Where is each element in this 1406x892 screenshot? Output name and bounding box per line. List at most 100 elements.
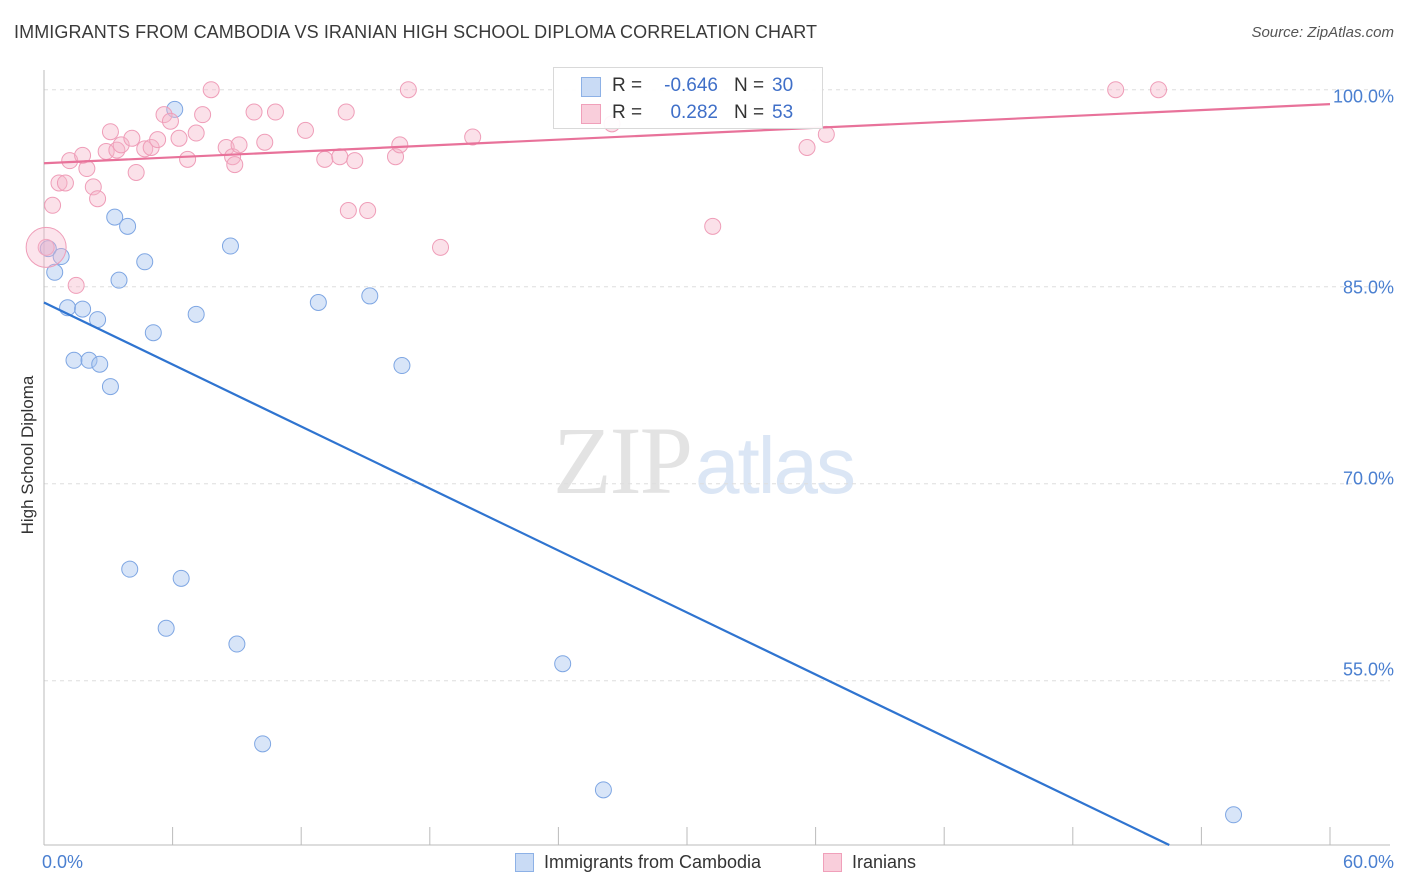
point-iranians-29 — [226, 156, 244, 174]
point-iranians-18 — [149, 131, 167, 149]
point-iranians-16 — [136, 140, 154, 158]
x-tick-label-max: 60.0% — [1342, 852, 1394, 872]
point-iranians-50 — [1150, 81, 1168, 99]
y-tick-label-55: 55.0% — [1342, 659, 1394, 680]
legend-r-value: 0.282 — [670, 102, 718, 123]
point-iranians-46 — [704, 217, 722, 235]
point-cambodia-4 — [74, 300, 92, 318]
point-cambodia-22 — [172, 569, 190, 587]
legend-label-cambodia: Immigrants from Cambodia — [544, 852, 762, 872]
point-iranians-39 — [359, 202, 377, 220]
legend-n-value: 30 — [772, 75, 794, 96]
point-iranians-0 — [37, 238, 55, 256]
point-iranians-42 — [399, 81, 417, 99]
point-iranians-37 — [346, 152, 364, 170]
legend-swatch-cambodia — [581, 77, 601, 97]
point-cambodia-27 — [594, 781, 612, 799]
legend-swatch-iranians — [823, 853, 842, 872]
point-cambodia-16 — [187, 305, 205, 323]
legend-r-label: R = — [612, 102, 643, 123]
point-iranians-20 — [161, 112, 179, 130]
trend-layer — [43, 103, 1331, 846]
legend-swatch-iranians — [581, 104, 601, 124]
point-iranians-3 — [56, 174, 74, 192]
legend-item-cambodia[interactable]: Immigrants from Cambodia — [515, 852, 761, 873]
point-iranians-14 — [123, 129, 141, 147]
point-cambodia-17 — [221, 237, 239, 255]
point-cambodia-23 — [157, 619, 175, 637]
legend-row-iranians: R = 0.282 N = 53 — [554, 101, 822, 125]
point-iranians-2 — [50, 174, 68, 192]
point-iranians-6 — [74, 146, 92, 164]
legend-n-label: N = — [734, 75, 765, 96]
legend-n-label: N = — [734, 102, 765, 123]
trend-line-iranians — [43, 103, 1331, 165]
point-iranians-15 — [127, 163, 145, 181]
point-iranians-13 — [112, 136, 130, 154]
point-cambodia-26 — [554, 655, 572, 673]
point-iranians-47 — [798, 139, 816, 156]
watermark-zip: ZIP — [553, 407, 693, 514]
point-iranians-32 — [266, 103, 284, 121]
watermark: ZIPatlas — [553, 405, 856, 516]
point-cambodia-11 — [119, 217, 137, 235]
point-cambodia-13 — [136, 253, 154, 271]
legend-swatch-cambodia — [515, 853, 534, 872]
y-axis-label: High School Diploma — [18, 375, 37, 535]
point-iranians-28 — [230, 136, 248, 154]
point-cambodia-12 — [110, 271, 128, 289]
point-iranians-41 — [391, 136, 409, 154]
point-iranians-33 — [296, 121, 314, 139]
point-iranians-44 — [464, 128, 482, 146]
point-iranians-43 — [432, 238, 450, 256]
point-iranians-49 — [1107, 81, 1125, 99]
y-tick-label-70: 70.0% — [1342, 468, 1394, 489]
legend-row-cambodia: R = -0.646 N = 30 — [554, 74, 822, 98]
point-cambodia-25 — [254, 735, 272, 753]
chart-title: IMMIGRANTS FROM CAMBODIA VS IRANIAN HIGH… — [14, 22, 818, 42]
point-iranians-31 — [256, 133, 274, 151]
point-cambodia-20 — [393, 357, 411, 375]
point-iranians-11 — [101, 123, 119, 141]
point-iranians-25 — [202, 81, 220, 99]
point-cambodia-18 — [309, 294, 327, 311]
correlation-legend: R = -0.646 N = 30 R = 0.282 N = 53 — [553, 67, 823, 129]
point-cambodia-8 — [91, 355, 109, 373]
legend-r-label: R = — [612, 75, 643, 96]
point-cambodia-28 — [1225, 806, 1243, 824]
y-tick-label-100: 100.0% — [1332, 86, 1394, 107]
source-credit: Source: ZipAtlas.com — [1251, 24, 1394, 41]
legend-n-value: 53 — [772, 102, 794, 123]
point-iranians-1 — [44, 196, 62, 214]
point-cambodia-14 — [144, 324, 162, 342]
point-iranians-9 — [89, 190, 107, 208]
point-iranians-34 — [316, 150, 334, 168]
point-cambodia-10 — [106, 208, 124, 226]
watermark-atlas: atlas — [695, 421, 856, 510]
point-iranians-large — [25, 226, 67, 268]
point-cambodia-7 — [80, 351, 98, 369]
point-iranians-24 — [194, 106, 212, 124]
trend-line-cambodia — [43, 301, 1170, 846]
point-cambodia-19 — [361, 287, 379, 305]
points-layer — [25, 81, 1243, 824]
point-iranians-30 — [245, 103, 263, 121]
point-iranians-38 — [339, 202, 357, 220]
point-cambodia-21 — [121, 560, 139, 578]
point-cambodia-24 — [228, 635, 246, 653]
point-iranians-35 — [331, 148, 349, 166]
point-cambodia-9 — [101, 378, 119, 396]
point-cambodia-6 — [65, 351, 83, 369]
legend-r-value: -0.646 — [664, 75, 718, 96]
point-iranians-22 — [179, 150, 197, 168]
point-iranians-21 — [170, 129, 188, 147]
legend-label-iranians: Iranians — [852, 852, 917, 872]
point-iranians-19 — [155, 106, 173, 124]
y-tick-label-85: 85.0% — [1342, 277, 1394, 298]
point-iranians-5 — [67, 276, 85, 294]
point-iranians-7 — [78, 160, 96, 178]
legend-item-iranians[interactable]: Iranians — [823, 852, 916, 873]
x-tick-label-min: 0.0% — [42, 852, 84, 872]
point-iranians-23 — [187, 124, 205, 142]
